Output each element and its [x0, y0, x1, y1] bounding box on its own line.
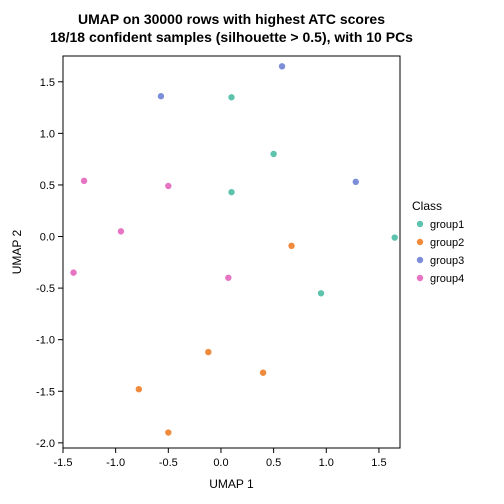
legend-label: group4 — [430, 273, 464, 285]
data-point — [318, 290, 324, 296]
y-tick-label: -2.0 — [36, 438, 55, 450]
x-tick-label: 0.0 — [213, 457, 228, 469]
legend-label: group1 — [430, 219, 464, 231]
y-tick-label: 1.0 — [40, 128, 55, 140]
x-tick-label: -1.5 — [54, 457, 73, 469]
y-tick-label: 0.5 — [40, 180, 55, 192]
x-tick-label: 1.0 — [319, 457, 334, 469]
chart-title-line1: UMAP on 30000 rows with highest ATC scor… — [78, 11, 385, 27]
legend-label: group3 — [430, 255, 464, 267]
legend-label: group2 — [430, 237, 464, 249]
y-tick-label: -0.5 — [36, 283, 55, 295]
y-tick-label: 0.0 — [40, 232, 55, 244]
data-point — [165, 183, 171, 189]
data-point — [225, 275, 231, 281]
data-point — [260, 369, 266, 375]
data-point — [70, 269, 76, 275]
x-tick-label: 1.5 — [371, 457, 386, 469]
data-point — [158, 93, 164, 99]
data-point — [81, 178, 87, 184]
legend-title: Class — [412, 199, 442, 213]
legend-swatch — [417, 275, 423, 281]
chart-title-line2: 18/18 confident samples (silhouette > 0.… — [50, 29, 413, 45]
data-point — [392, 234, 398, 240]
umap-scatter-chart: -1.5 -1.0 -0.5 0.0 0.5 1.0 1.5 -2.0 -1.5 -1.0 -0.5… — [0, 0, 504, 504]
data-point — [288, 243, 294, 249]
data-point — [270, 151, 276, 157]
data-point — [228, 189, 234, 195]
y-tick-label: -1.5 — [36, 386, 55, 398]
data-point — [118, 228, 124, 234]
data-point — [353, 179, 359, 185]
plot-panel — [63, 56, 400, 448]
legend-swatch — [417, 257, 423, 263]
data-point — [165, 429, 171, 435]
legend-swatch — [417, 221, 423, 227]
y-tick-label: -1.0 — [36, 335, 55, 347]
data-point — [279, 63, 285, 69]
data-point — [205, 349, 211, 355]
x-tick-label: -0.5 — [159, 457, 178, 469]
x-tick-label: 0.5 — [266, 457, 281, 469]
legend-swatch — [417, 239, 423, 245]
x-axis-label: UMAP 1 — [209, 477, 254, 491]
x-tick-label: -1.0 — [106, 457, 125, 469]
data-point — [228, 94, 234, 100]
data-point — [136, 386, 142, 392]
y-tick-label: 1.5 — [40, 77, 55, 89]
y-axis-label: UMAP 2 — [10, 229, 24, 274]
